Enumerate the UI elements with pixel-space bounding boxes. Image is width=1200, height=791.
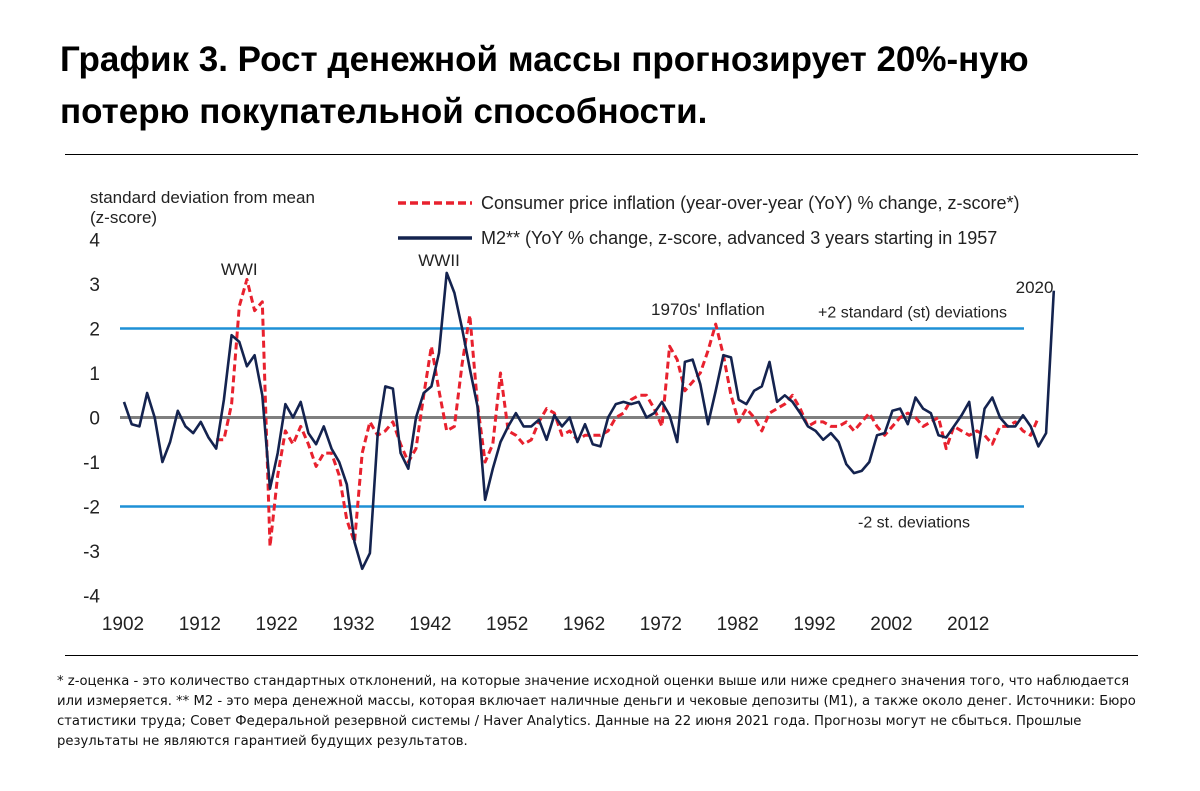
y-tick-label: -4 <box>83 587 100 608</box>
x-tick-label: 1982 <box>717 614 759 635</box>
y-tick-label: 3 <box>89 275 100 296</box>
x-tick-label: 1922 <box>256 614 298 635</box>
bottom-divider <box>65 655 1138 656</box>
annotation-label: WWI <box>221 260 258 279</box>
x-tick-label: 1962 <box>563 614 605 635</box>
x-tick-label: 1992 <box>793 614 835 635</box>
y-tick-label: 0 <box>89 409 100 430</box>
x-tick-label: 2012 <box>947 614 989 635</box>
plus-2-sd-label: +2 standard (st) deviations <box>818 305 1007 322</box>
x-tick-label: 1902 <box>102 614 144 635</box>
y-tick-label: -1 <box>83 453 100 474</box>
annotation-label: WWII <box>418 251 460 270</box>
legend-label-m2: M2** (YoY % change, z-score, advanced 3 … <box>481 228 997 248</box>
annotation-label: 2020 <box>1016 278 1054 297</box>
m2-series-line <box>122 271 1056 571</box>
x-tick-label: 1942 <box>409 614 451 635</box>
minus-2-sd-label: -2 st. deviations <box>858 515 970 532</box>
y-tick-label: -3 <box>83 542 100 563</box>
x-tick-label: 1952 <box>486 614 528 635</box>
annotation-label: 1970s' Inflation <box>651 300 765 319</box>
chart-title: График 3. Рост денежной массы прогнозиру… <box>60 40 1029 131</box>
top-divider <box>65 154 1138 155</box>
legend-label-cpi: Consumer price inflation (year-over-year… <box>481 193 1020 213</box>
x-tick-label: 1912 <box>179 614 221 635</box>
x-tick-label: 1972 <box>640 614 682 635</box>
y-tick-label: 2 <box>89 320 100 341</box>
y-axis-label-line1: standard deviation from mean <box>90 188 315 207</box>
y-tick-label: -2 <box>83 498 100 519</box>
y-tick-label: 1 <box>89 364 100 385</box>
footnote: * z-оценка - это количество стандартных … <box>57 674 1136 749</box>
x-tick-label: 2002 <box>870 614 912 635</box>
y-axis-label-line2: (z-score) <box>90 208 157 227</box>
y-tick-label: 4 <box>89 231 100 252</box>
x-tick-label: 1932 <box>332 614 374 635</box>
